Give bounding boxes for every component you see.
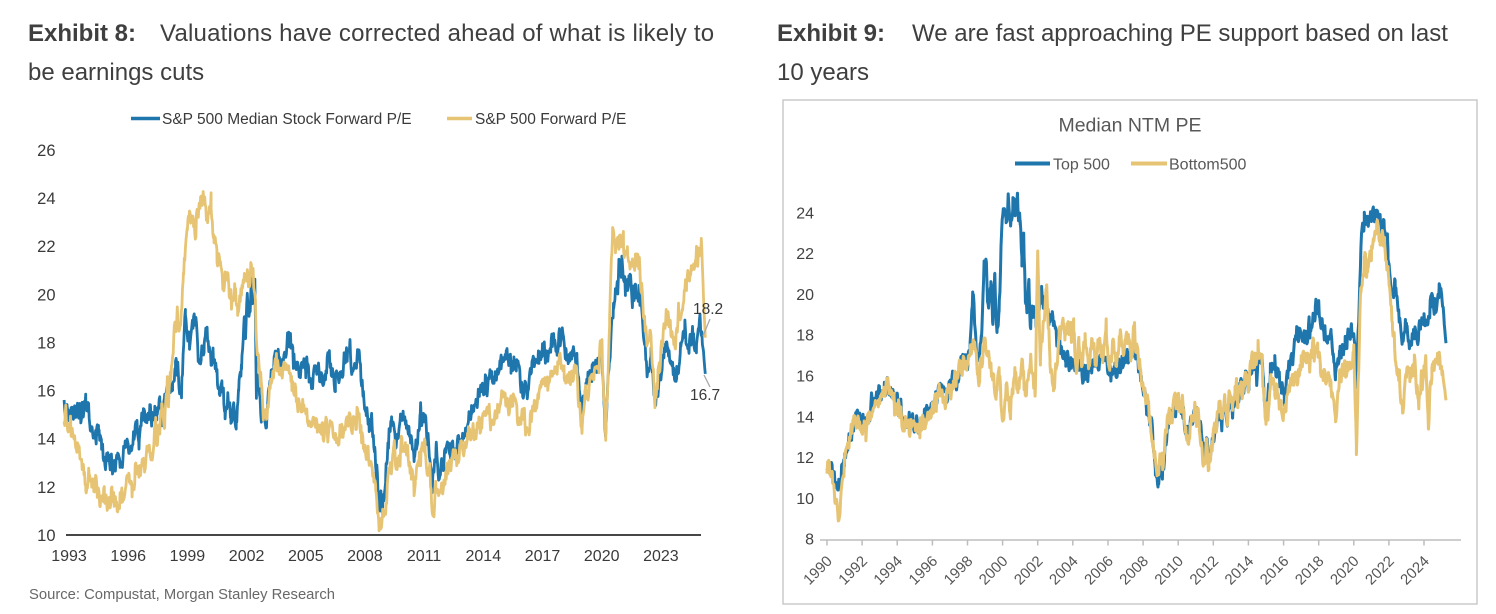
svg-text:Median NTM PE: Median NTM PE <box>1058 115 1201 137</box>
svg-text:S&P 500 Median Stock Forward P: S&P 500 Median Stock Forward P/E <box>162 111 412 128</box>
svg-text:2020: 2020 <box>1327 553 1363 589</box>
svg-text:2018: 2018 <box>1292 553 1328 589</box>
svg-text:2004: 2004 <box>1046 553 1082 589</box>
svg-text:1990: 1990 <box>800 553 836 589</box>
svg-text:2002: 2002 <box>229 548 265 565</box>
svg-text:2024: 2024 <box>1397 553 1433 589</box>
svg-text:2014: 2014 <box>1222 553 1258 589</box>
svg-text:1996: 1996 <box>906 553 942 589</box>
svg-text:1998: 1998 <box>941 553 977 589</box>
svg-text:14: 14 <box>37 431 55 449</box>
svg-text:1993: 1993 <box>51 548 87 565</box>
svg-text:18: 18 <box>37 335 55 353</box>
svg-text:2023: 2023 <box>643 548 679 565</box>
svg-text:1992: 1992 <box>835 553 871 589</box>
svg-text:22: 22 <box>37 238 55 256</box>
svg-text:22: 22 <box>796 246 814 263</box>
svg-text:24: 24 <box>37 190 55 208</box>
svg-text:20: 20 <box>796 287 814 304</box>
svg-text:18: 18 <box>796 328 814 345</box>
svg-text:Bottom500: Bottom500 <box>1169 157 1246 174</box>
svg-text:2017: 2017 <box>525 548 561 565</box>
svg-text:2012: 2012 <box>1187 553 1223 589</box>
svg-text:16: 16 <box>37 383 55 401</box>
svg-text:2006: 2006 <box>1081 553 1117 589</box>
svg-text:2020: 2020 <box>584 548 620 565</box>
svg-text:2010: 2010 <box>1151 553 1187 589</box>
svg-text:2011: 2011 <box>407 548 442 565</box>
svg-text:18.2: 18.2 <box>693 301 723 318</box>
svg-text:12: 12 <box>796 450 814 467</box>
svg-text:2008: 2008 <box>347 548 383 565</box>
svg-text:2014: 2014 <box>466 548 502 565</box>
svg-text:2008: 2008 <box>1116 553 1152 589</box>
svg-text:S&P 500 Forward P/E: S&P 500 Forward P/E <box>475 111 626 128</box>
svg-text:2000: 2000 <box>976 553 1012 589</box>
svg-text:2005: 2005 <box>288 548 324 565</box>
svg-text:1999: 1999 <box>170 548 206 565</box>
svg-text:26: 26 <box>37 142 55 160</box>
svg-text:12: 12 <box>37 479 55 497</box>
svg-text:2016: 2016 <box>1257 553 1293 589</box>
svg-text:1994: 1994 <box>870 553 906 589</box>
svg-text:24: 24 <box>796 205 814 222</box>
svg-text:Top 500: Top 500 <box>1053 157 1110 174</box>
svg-text:16: 16 <box>796 369 814 386</box>
svg-text:20: 20 <box>37 286 55 304</box>
svg-text:10: 10 <box>37 527 55 545</box>
svg-text:14: 14 <box>796 409 814 426</box>
svg-text:16.7: 16.7 <box>690 387 720 404</box>
svg-text:1996: 1996 <box>110 548 146 565</box>
svg-text:8: 8 <box>805 532 814 549</box>
svg-text:2002: 2002 <box>1011 553 1047 589</box>
svg-text:2022: 2022 <box>1362 553 1398 589</box>
svg-text:10: 10 <box>796 491 814 508</box>
